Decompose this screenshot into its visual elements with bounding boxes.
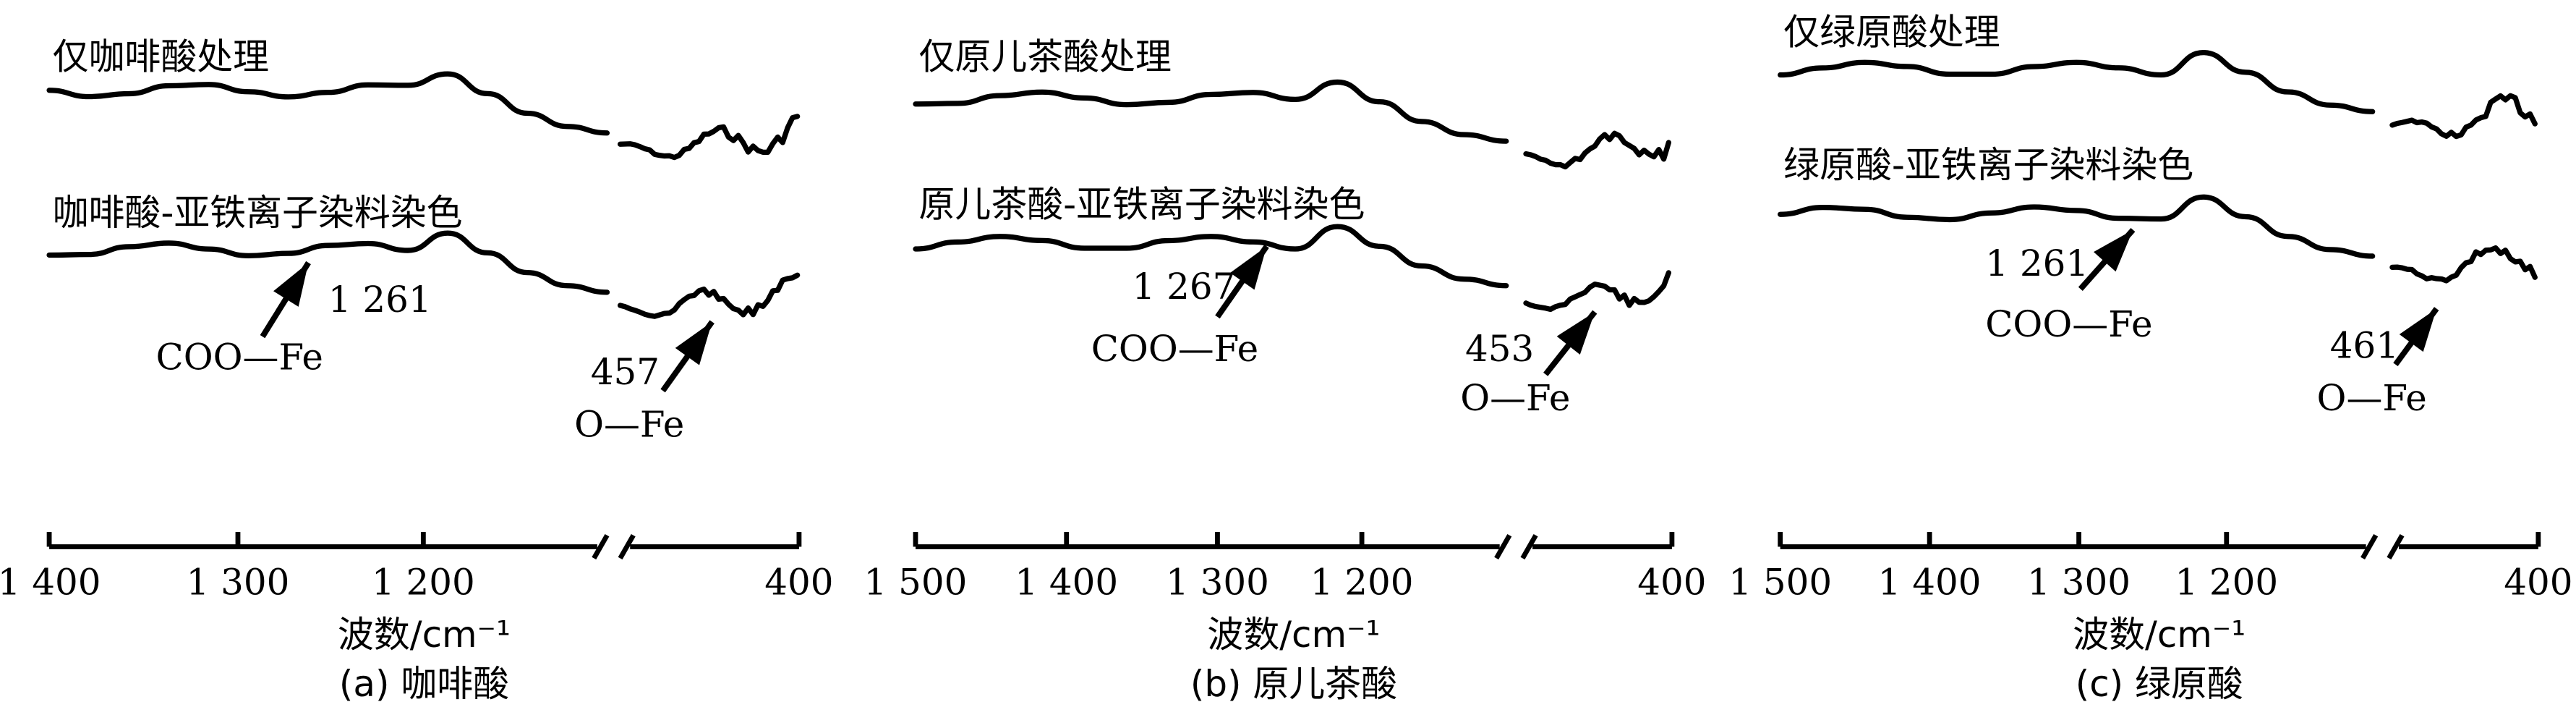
series-2-trace-right <box>2389 245 2538 284</box>
annotation-arrow <box>1543 310 1598 376</box>
x-axis-label: 波数/cm⁻¹ <box>2073 614 2246 656</box>
annotation-arrow <box>2078 227 2136 291</box>
series-1-trace-left <box>46 71 610 136</box>
x-tick-label: 1 500 <box>1728 561 1832 603</box>
x-axis-label: 波数/cm⁻¹ <box>338 614 511 656</box>
series-1-trace-left <box>1778 49 2376 114</box>
annotation-arrow <box>260 261 311 339</box>
x-tick-label: 400 <box>2504 561 2572 603</box>
axis-break-mark <box>2360 533 2405 560</box>
annotation-assignment: O—Fe <box>1460 377 1570 419</box>
x-tick-label: 1 400 <box>1878 561 1982 603</box>
x-tick-label: 1 500 <box>864 561 968 603</box>
x-tick-label: 1 400 <box>1015 561 1118 603</box>
series-1-trace-right <box>2389 93 2538 140</box>
series-2-trace-left <box>1778 194 2376 259</box>
annotation-wavenumber: 461 <box>2330 325 2399 367</box>
annotation-assignment: O—Fe <box>574 404 684 446</box>
axis-break-mark <box>1494 533 1538 560</box>
panel-caption: (c) 绿原酸 <box>2076 663 2243 705</box>
series-label-1: 仅咖啡酸处理 <box>53 35 269 77</box>
x-tick-label: 1 200 <box>2175 561 2278 603</box>
annotation-wavenumber: 1 261 <box>328 279 432 321</box>
annotation-wavenumber: 1 267 <box>1132 266 1235 308</box>
series-label-2: 绿原酸-亚铁离子染料染色 <box>1783 144 2193 186</box>
annotation-wavenumber: 457 <box>591 351 660 393</box>
x-tick-label: 1 200 <box>372 561 475 603</box>
series-1-trace-right <box>1523 130 1671 170</box>
x-tick-label: 1 200 <box>1310 561 1414 603</box>
annotation-wavenumber: 1 261 <box>1985 242 2089 284</box>
panel-caption: (a) 咖啡酸 <box>339 663 509 705</box>
x-axis-label: 波数/cm⁻¹ <box>1207 614 1380 656</box>
series-1-trace-left <box>913 79 1509 144</box>
series-2-trace-right <box>617 272 801 319</box>
x-tick-label: 1 300 <box>187 561 290 603</box>
annotation-assignment: COO—Fe <box>156 336 323 378</box>
x-axis: 1 500 1 400 1 300 1 200 400 <box>1728 532 2572 603</box>
series-label-2: 原儿茶酸-亚铁离子染料染色 <box>919 183 1365 225</box>
annotation-assignment: O—Fe <box>2317 377 2427 419</box>
x-axis: 1 400 1 300 1 200 400 <box>0 532 834 603</box>
annotation-assignment: COO—Fe <box>1091 328 1258 370</box>
series-label-1: 仅原儿茶酸处理 <box>919 35 1172 77</box>
x-axis: 1 500 1 400 1 300 1 200 400 <box>864 532 1707 603</box>
x-tick-label: 1 300 <box>1166 561 1269 603</box>
x-tick-label: 400 <box>764 561 833 603</box>
annotation-arrow <box>1215 245 1269 319</box>
x-tick-label: 400 <box>1637 561 1706 603</box>
annotation-wavenumber: 453 <box>1465 328 1534 370</box>
annotation-assignment: COO—Fe <box>1985 303 2152 345</box>
x-tick-label: 1 400 <box>0 561 101 603</box>
x-tick-label: 1 300 <box>2027 561 2131 603</box>
series-label-2: 咖啡酸-亚铁离子染料染色 <box>53 192 463 234</box>
series-2-trace-left <box>46 230 610 295</box>
annotation-arrow <box>660 320 715 393</box>
series-label-1: 仅绿原酸处理 <box>1783 11 2000 53</box>
annotation-arrow <box>2393 307 2439 367</box>
panel-caption: (b) 原儿茶酸 <box>1190 663 1397 705</box>
axis-break-mark <box>592 533 636 560</box>
series-2-trace-left <box>913 224 1509 289</box>
series-2-trace-right <box>1523 270 1671 313</box>
series-1-trace-right <box>617 114 801 161</box>
